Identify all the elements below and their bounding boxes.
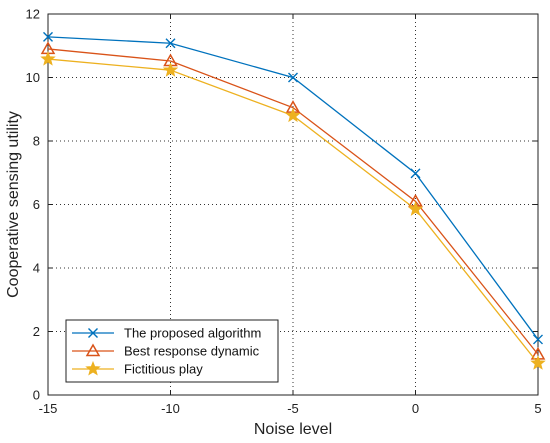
series-line bbox=[47, 58, 539, 364]
data-point bbox=[165, 38, 176, 49]
y-tick-label: 10 bbox=[26, 70, 40, 85]
legend-label: Best response dynamic bbox=[124, 344, 260, 359]
legend-marker bbox=[88, 328, 98, 338]
legend-marker bbox=[85, 343, 101, 357]
data-point bbox=[533, 334, 543, 345]
x-tick-label: 0 bbox=[412, 401, 419, 416]
data-point bbox=[288, 72, 298, 83]
data-point bbox=[407, 201, 424, 216]
legend-item: The proposed algorithm bbox=[72, 326, 261, 341]
legend: The proposed algorithm Best response dyna… bbox=[65, 319, 279, 383]
data-point bbox=[530, 355, 546, 370]
legend-label: The proposed algorithm bbox=[124, 326, 261, 341]
y-axis-label: Cooperative sensing utility bbox=[5, 111, 22, 298]
data-point bbox=[40, 50, 56, 66]
data-point bbox=[162, 62, 179, 77]
data-point bbox=[43, 31, 53, 42]
grid-lines bbox=[48, 14, 538, 395]
y-tick-label: 12 bbox=[26, 7, 40, 22]
legend-marker bbox=[85, 360, 101, 376]
y-tick-label: 0 bbox=[33, 388, 40, 403]
y-tick-label: 8 bbox=[33, 134, 40, 149]
series-1 bbox=[43, 31, 543, 345]
x-tick-label: 5 bbox=[534, 401, 541, 416]
x-axis-label: Noise level bbox=[254, 421, 332, 438]
x-tick-label: -15 bbox=[39, 401, 58, 416]
y-tick-label: 6 bbox=[33, 197, 40, 212]
y-tick-label: 4 bbox=[33, 261, 40, 276]
series-group bbox=[40, 31, 546, 370]
series-3 bbox=[40, 50, 546, 370]
data-point bbox=[410, 168, 421, 179]
data-point bbox=[285, 107, 301, 123]
axis-ticks: -15 -10 -5 0 5 0 2 4 6 8 10 12 bbox=[26, 7, 542, 417]
y-tick-label: 2 bbox=[33, 324, 40, 339]
x-tick-label: -10 bbox=[161, 401, 180, 416]
legend-item: Fictitious play bbox=[72, 360, 203, 377]
x-tick-label: -5 bbox=[287, 401, 299, 416]
legend-item: Best response dynamic bbox=[72, 343, 260, 359]
legend-label: Fictitious play bbox=[124, 362, 203, 377]
